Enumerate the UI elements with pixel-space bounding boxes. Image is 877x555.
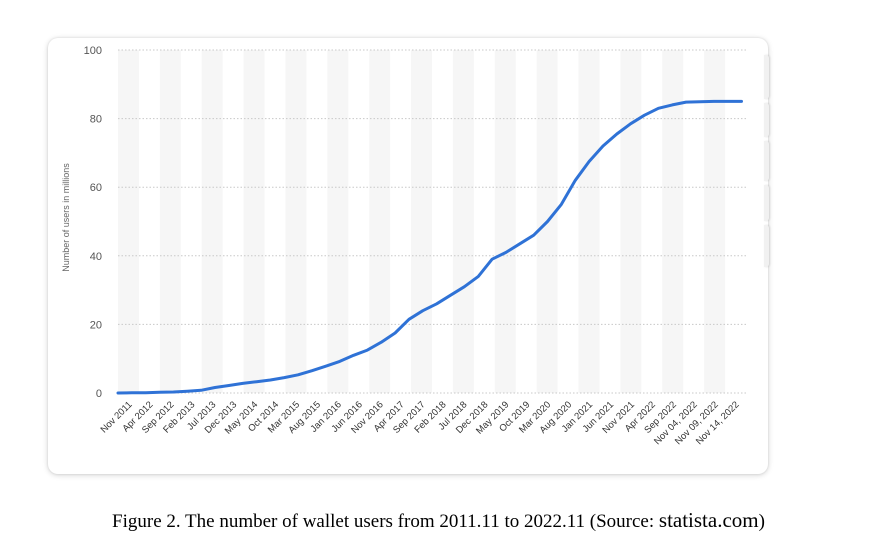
y-tick-label: 80	[90, 114, 102, 126]
background-band	[118, 50, 139, 393]
y-tick-label: 60	[90, 182, 102, 194]
figure-caption: Figure 2. The number of wallet users fro…	[0, 508, 877, 533]
chart-side-toolbar	[764, 55, 770, 270]
caption-source: statista.com	[658, 508, 759, 532]
y-axis-label: Number of users in millions	[61, 163, 71, 272]
side-tab[interactable]	[764, 141, 769, 181]
background-band	[578, 50, 600, 393]
y-tick-label: 100	[84, 45, 102, 57]
background-band	[201, 50, 223, 393]
background-band	[411, 50, 432, 393]
chart-card: 0 20 40 60 80 100 Number of users in millions N…	[48, 38, 768, 474]
background-band	[620, 50, 642, 393]
background-band	[327, 50, 349, 393]
side-tab[interactable]	[764, 185, 769, 221]
background-band	[662, 50, 684, 393]
background-band	[369, 50, 391, 393]
side-tab[interactable]	[764, 225, 769, 267]
background-band	[494, 50, 516, 393]
caption-text: Figure 2. The number of wallet users fro…	[112, 511, 659, 532]
y-tick-label: 40	[90, 251, 102, 263]
background-band	[159, 50, 181, 393]
background-band	[285, 50, 307, 393]
side-tab[interactable]	[764, 103, 769, 137]
side-tab[interactable]	[764, 55, 769, 99]
background-band	[243, 50, 265, 393]
y-tick-label: 20	[90, 319, 102, 331]
caption-close: )	[758, 511, 765, 532]
y-tick-label: 0	[96, 388, 102, 400]
background-band	[452, 50, 474, 393]
series-line-wallet-users	[116, 99, 743, 395]
background-band	[704, 50, 726, 393]
